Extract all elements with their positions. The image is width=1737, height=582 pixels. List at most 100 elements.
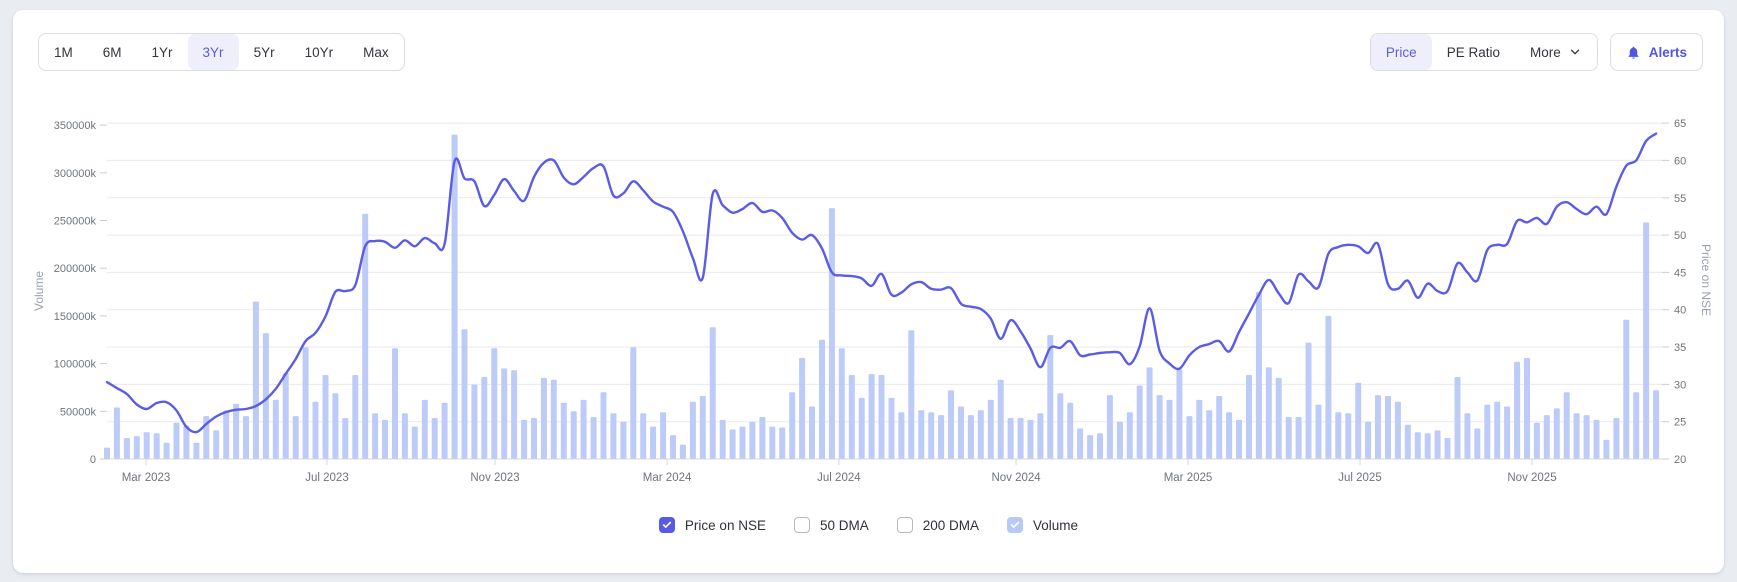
view-button-pe-ratio[interactable]: PE Ratio (1432, 34, 1515, 70)
volume-bar[interactable] (799, 357, 806, 459)
volume-bar[interactable] (1454, 377, 1461, 459)
volume-bar[interactable] (1305, 342, 1312, 459)
volume-bar[interactable] (709, 327, 716, 459)
volume-bar[interactable] (1623, 319, 1630, 459)
volume-bar[interactable] (1315, 404, 1322, 459)
volume-bar[interactable] (600, 392, 607, 459)
volume-bar[interactable] (431, 418, 438, 459)
volume-bar[interactable] (1593, 419, 1600, 459)
volume-bar[interactable] (1106, 395, 1113, 459)
volume-bar[interactable] (977, 410, 984, 459)
volume-bar[interactable] (967, 415, 974, 459)
checkbox-unchecked-icon[interactable] (896, 517, 913, 533)
volume-bar[interactable] (1563, 392, 1570, 459)
volume-bar[interactable] (173, 422, 180, 459)
range-button-3yr[interactable]: 3Yr (187, 34, 239, 70)
volume-bar[interactable] (521, 419, 528, 459)
checkbox-checked-icon[interactable] (1007, 517, 1024, 533)
volume-bar[interactable] (243, 416, 249, 459)
volume-bar[interactable] (570, 411, 577, 459)
volume-bar[interactable] (1484, 404, 1491, 459)
volume-bar[interactable] (1335, 412, 1342, 459)
range-button-1m[interactable]: 1M (39, 34, 88, 70)
volume-bar[interactable] (441, 402, 448, 459)
volume-bar[interactable] (183, 425, 190, 459)
volume-bar[interactable] (1017, 418, 1024, 459)
volume-bar[interactable] (1524, 357, 1530, 459)
volume-bar[interactable] (1424, 433, 1431, 459)
volume-bar[interactable] (918, 410, 925, 459)
legend-item-200-dma[interactable]: 200 DMA (896, 517, 979, 533)
volume-bar[interactable] (590, 417, 597, 459)
volume-bar[interactable] (1494, 401, 1501, 459)
volume-bar[interactable] (1047, 335, 1054, 459)
volume-bar[interactable] (153, 433, 160, 459)
volume-bar[interactable] (1265, 367, 1272, 459)
volume-bar[interactable] (1166, 399, 1173, 459)
volume-bar[interactable] (322, 375, 329, 459)
volume-bar[interactable] (1533, 422, 1540, 459)
volume-bar[interactable] (233, 403, 240, 459)
volume-bar[interactable] (312, 401, 319, 459)
volume-bar[interactable] (451, 134, 458, 459)
volume-bar[interactable] (1603, 439, 1610, 459)
volume-bar[interactable] (272, 399, 279, 459)
volume-bar[interactable] (620, 421, 627, 459)
volume-bar[interactable] (1583, 415, 1590, 459)
volume-bar[interactable] (1514, 361, 1521, 459)
volume-bar[interactable] (471, 384, 478, 459)
volume-bar[interactable] (848, 375, 855, 459)
volume-bar[interactable] (1504, 406, 1511, 460)
volume-bar[interactable] (1464, 413, 1471, 459)
volume-bar[interactable] (1414, 432, 1421, 459)
volume-bar[interactable] (958, 406, 964, 460)
volume-bar[interactable] (163, 442, 170, 459)
volume-bar[interactable] (133, 436, 140, 459)
volume-bar[interactable] (1097, 433, 1103, 459)
volume-bar[interactable] (123, 438, 130, 459)
view-button-price[interactable]: Price (1370, 34, 1432, 70)
range-button-6m[interactable]: 6M (88, 34, 137, 70)
volume-bar[interactable] (1236, 419, 1242, 459)
volume-bar[interactable] (1057, 393, 1064, 459)
volume-bar[interactable] (1444, 438, 1451, 459)
volume-bar[interactable] (372, 413, 379, 459)
volume-bar[interactable] (302, 347, 309, 459)
volume-bar[interactable] (252, 301, 259, 459)
volume-bar[interactable] (1206, 410, 1213, 459)
volume-bar[interactable] (1345, 413, 1352, 459)
legend-item-50-dma[interactable]: 50 DMA (793, 517, 869, 533)
volume-bar[interactable] (1007, 418, 1014, 459)
volume-bar[interactable] (1613, 418, 1620, 459)
volume-bar[interactable] (1246, 375, 1252, 459)
legend-item-price-on-nse[interactable]: Price on NSE (658, 517, 766, 533)
volume-bar[interactable] (193, 442, 200, 459)
volume-bar[interactable] (382, 419, 388, 459)
volume-bar[interactable] (1543, 415, 1550, 459)
volume-bar[interactable] (1067, 402, 1074, 459)
alerts-button[interactable]: Alerts (1609, 33, 1703, 71)
volume-bar[interactable] (1136, 385, 1143, 460)
volume-bar[interactable] (670, 435, 676, 459)
volume-bar[interactable] (401, 413, 408, 459)
volume-bar[interactable] (630, 347, 637, 459)
volume-bar[interactable] (1553, 408, 1560, 459)
volume-bar[interactable] (223, 410, 230, 459)
checkbox-checked-icon[interactable] (658, 517, 675, 533)
volume-bar[interactable] (660, 412, 667, 459)
volume-bar[interactable] (1633, 392, 1640, 459)
volume-bar[interactable] (1027, 419, 1034, 459)
volume-bar[interactable] (819, 339, 825, 460)
volume-bar[interactable] (779, 427, 786, 460)
volume-bar[interactable] (987, 399, 994, 459)
volume-bar[interactable] (1186, 416, 1193, 459)
volume-bar[interactable] (1275, 377, 1282, 459)
volume-bar[interactable] (491, 348, 498, 459)
volume-bar[interactable] (610, 413, 617, 459)
volume-bar[interactable] (928, 412, 935, 459)
volume-bar[interactable] (1285, 417, 1292, 459)
volume-bar[interactable] (540, 377, 547, 459)
volume-bar[interactable] (769, 426, 776, 459)
volume-bar[interactable] (1176, 369, 1183, 459)
volume-bar[interactable] (719, 419, 726, 459)
